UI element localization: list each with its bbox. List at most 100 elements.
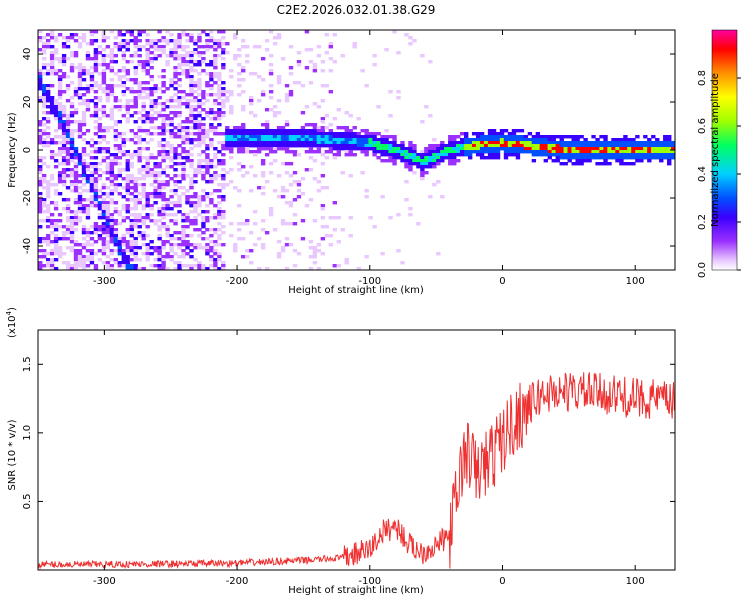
spectrogram-cell bbox=[284, 120, 290, 124]
spectrogram-cell bbox=[543, 141, 548, 145]
spectrogram-cell bbox=[507, 144, 513, 148]
spectrogram-cell bbox=[125, 210, 130, 214]
spectrogram-cell bbox=[205, 147, 210, 151]
spectrogram-cell bbox=[133, 102, 138, 106]
spectrogram-cell bbox=[185, 51, 190, 55]
spectrogram-cell bbox=[165, 63, 170, 67]
spectrogram-cell bbox=[205, 219, 210, 223]
spectrogram-cell bbox=[193, 222, 198, 226]
spectrogram-cell bbox=[527, 138, 533, 142]
spectrogram-cell bbox=[252, 243, 258, 247]
spectrogram-cell bbox=[137, 54, 142, 58]
spectrogram-cell bbox=[97, 117, 103, 121]
spectrogram-cell bbox=[161, 267, 166, 270]
spectrogram-cell bbox=[53, 219, 59, 223]
spectrogram-cell bbox=[217, 111, 222, 115]
spectrogram-cell bbox=[436, 144, 441, 148]
spectrogram-cell bbox=[105, 228, 111, 232]
spectrogram-cell bbox=[145, 192, 150, 196]
spectrogram-cell bbox=[61, 132, 67, 136]
spectrogram-cell bbox=[511, 144, 517, 148]
spectrogram-cell bbox=[308, 198, 314, 202]
spectrogram-cell bbox=[53, 114, 59, 118]
spectrogram-cell bbox=[181, 165, 186, 169]
spectrogram-cell bbox=[153, 186, 158, 190]
spectrogram-cell bbox=[197, 45, 202, 49]
spectrogram-cell bbox=[157, 141, 162, 145]
spectrogram-cell bbox=[432, 159, 437, 163]
spectrogram-cell bbox=[205, 243, 210, 247]
spectrogram-cell bbox=[260, 171, 266, 175]
spectrogram-cell bbox=[245, 45, 250, 49]
spectrogram-cell bbox=[53, 183, 59, 187]
spectrogram-cell bbox=[332, 135, 337, 139]
spectrogram-cell bbox=[539, 144, 545, 148]
spectrogram-cell bbox=[531, 153, 537, 157]
spectrogram-cell bbox=[229, 132, 234, 136]
spectrogram-cell bbox=[213, 99, 218, 103]
spectrogram-cell bbox=[479, 153, 485, 157]
spectrogram-cell bbox=[408, 147, 413, 151]
spectrogram-cell bbox=[157, 249, 162, 253]
spectrogram-cell bbox=[85, 129, 91, 133]
spectrogram-cell bbox=[65, 141, 71, 145]
spectrogram-cell bbox=[607, 147, 612, 151]
spectrogram-cell bbox=[288, 201, 294, 205]
spectrogram-cell bbox=[300, 219, 306, 223]
spectrogram-cell bbox=[137, 84, 142, 88]
spectrogram-cell bbox=[467, 150, 473, 154]
spectrogram-cell bbox=[89, 57, 95, 61]
spectrogram-cell bbox=[101, 138, 107, 142]
spectrogram-cell bbox=[639, 141, 644, 145]
spectrogram-cell bbox=[149, 60, 154, 64]
spectrogram-cell bbox=[69, 51, 75, 55]
spectrogram-cell bbox=[264, 180, 270, 184]
spectrogram-cell bbox=[145, 51, 150, 55]
spectrogram-cell bbox=[205, 237, 210, 241]
spectrogram-cell bbox=[161, 105, 166, 109]
spectrogram-cell bbox=[177, 99, 182, 103]
spectrogram-cell bbox=[316, 129, 322, 133]
spectrogram-cell bbox=[97, 249, 103, 253]
spectrogram-cell bbox=[404, 159, 409, 163]
spectrogram-cell bbox=[296, 153, 302, 157]
spectrogram-cell bbox=[85, 108, 91, 112]
spectrogram-cell bbox=[101, 183, 107, 187]
spectrogram-cell bbox=[77, 219, 83, 223]
spectrogram-cell bbox=[225, 138, 230, 142]
spectrogram-cell bbox=[97, 84, 103, 88]
spectrogram-cell bbox=[177, 243, 182, 247]
spectrogram-cell bbox=[619, 141, 624, 145]
spectrogram-cell bbox=[41, 45, 47, 49]
spectrogram-cell bbox=[332, 141, 337, 145]
spectrogram-cell bbox=[420, 174, 425, 178]
spectrogram-cell bbox=[157, 252, 162, 256]
spectrogram-cell bbox=[225, 51, 230, 55]
spectrogram-cell bbox=[320, 141, 326, 145]
spectrogram-cell bbox=[336, 138, 341, 142]
spectrogram-cell bbox=[201, 108, 206, 112]
spectrogram-cell bbox=[276, 99, 282, 103]
spectrogram-cell bbox=[145, 171, 150, 175]
spectrogram-cell bbox=[109, 228, 115, 232]
spectrogram-cell bbox=[57, 117, 63, 121]
spectrogram-cell bbox=[181, 33, 186, 37]
spectrogram-cell bbox=[479, 156, 485, 160]
spectrogram-cell bbox=[245, 135, 250, 139]
spectrogram-cell bbox=[225, 126, 230, 130]
spectrogram-cell bbox=[61, 237, 67, 241]
spectrogram-cell bbox=[241, 147, 246, 151]
spectrogram-cell bbox=[483, 156, 489, 160]
spectrogram-cell bbox=[635, 159, 640, 163]
spectrogram-cell bbox=[77, 174, 83, 178]
spectrogram-cell bbox=[213, 75, 218, 79]
spectrogram-cell bbox=[69, 159, 75, 163]
spectrogram-cell bbox=[197, 87, 202, 91]
spectrogram-cell bbox=[173, 237, 178, 241]
spectrogram-cell bbox=[129, 87, 134, 91]
spectrogram-cell bbox=[73, 111, 79, 115]
spectrogram-cell bbox=[320, 135, 326, 139]
spectrogram-cell bbox=[41, 63, 47, 67]
spectrogram-cell bbox=[268, 84, 274, 88]
spectrogram-cell bbox=[344, 261, 349, 265]
